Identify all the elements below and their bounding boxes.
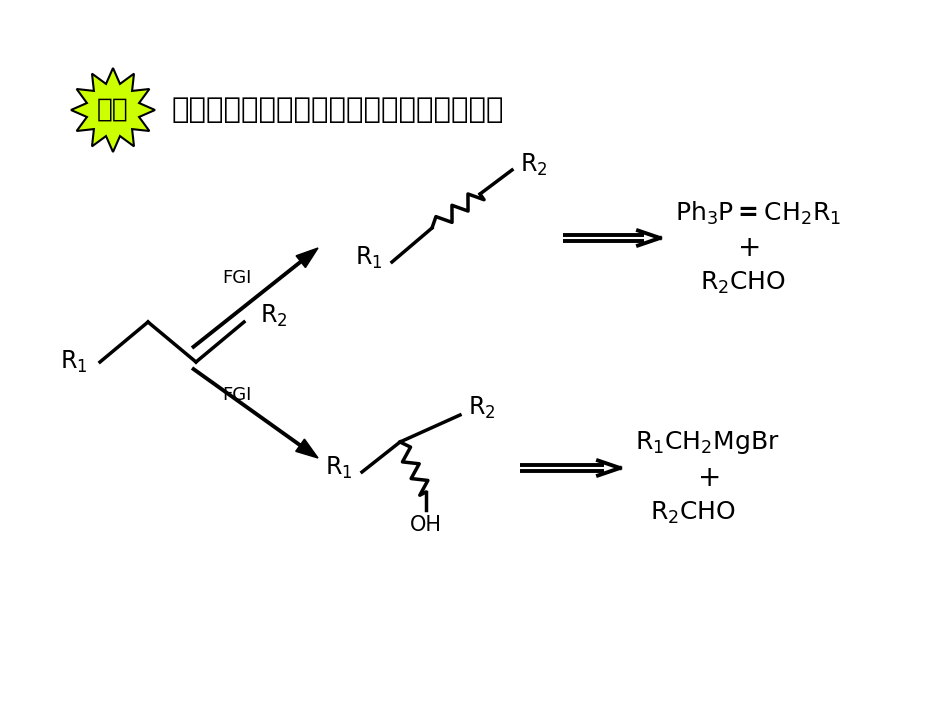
Polygon shape	[295, 439, 318, 458]
Text: FGI: FGI	[222, 386, 252, 404]
Polygon shape	[71, 68, 155, 152]
Text: +: +	[738, 234, 762, 262]
Text: R$_1$CH$_2$MgBr: R$_1$CH$_2$MgBr	[635, 429, 780, 456]
Text: OH: OH	[410, 515, 442, 535]
Text: R$_2$CHO: R$_2$CHO	[700, 270, 786, 296]
Text: R$_2$CHO: R$_2$CHO	[650, 500, 736, 526]
Text: +: +	[698, 464, 722, 492]
Text: R$_1$: R$_1$	[355, 245, 383, 271]
Text: R$_1$: R$_1$	[61, 349, 88, 375]
Text: Ph$_3$P$\mathbf{=}$CH$_2$R$_1$: Ph$_3$P$\mathbf{=}$CH$_2$R$_1$	[675, 200, 841, 227]
Text: FGI: FGI	[222, 269, 252, 287]
Text: R$_2$: R$_2$	[520, 152, 547, 178]
Text: R$_2$: R$_2$	[468, 395, 496, 421]
Text: R$_2$: R$_2$	[260, 303, 288, 329]
Text: R$_1$: R$_1$	[326, 455, 353, 481]
Text: 要根据经验找出两个大致相等的认可的片段: 要根据经验找出两个大致相等的认可的片段	[172, 96, 504, 124]
Text: 注意: 注意	[97, 97, 129, 123]
Polygon shape	[296, 248, 318, 267]
